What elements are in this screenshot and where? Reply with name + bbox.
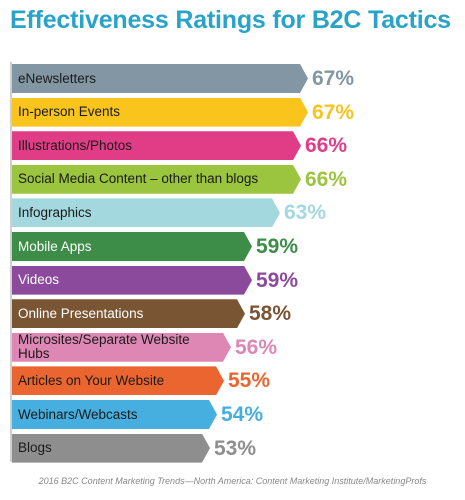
- value-label: 63%: [284, 201, 327, 225]
- bar-label: Articles on Your Website: [18, 372, 165, 388]
- chart-title: Effectiveness Ratings for B2C Tactics: [10, 6, 451, 34]
- bar-label: Social Media Content – other than blogs: [18, 171, 259, 187]
- value-label: 55%: [228, 369, 271, 393]
- chart-axis-line: [10, 62, 12, 462]
- bar-6: Mobile Apps: [12, 232, 252, 261]
- bar-3: Illustrations/Photos: [12, 131, 301, 160]
- bar-1: eNewsletters: [12, 64, 308, 93]
- bar-8: Online Presentations: [12, 299, 245, 328]
- bar-11: Webinars/Webcasts: [12, 400, 217, 429]
- bar-label: In-person Events: [18, 104, 121, 120]
- bar-label: Online Presentations: [18, 305, 144, 321]
- bar-5: Infographics: [12, 198, 280, 227]
- value-label: 67%: [312, 67, 355, 90]
- bar-label: Blogs: [18, 440, 52, 456]
- value-label: 56%: [235, 335, 278, 359]
- bar-4: Social Media Content – other than blogs: [12, 165, 301, 194]
- value-label: 67%: [312, 100, 355, 124]
- bar-label: Videos: [18, 272, 60, 288]
- bar-2: In-person Events: [12, 98, 308, 127]
- value-label: 66%: [305, 134, 348, 158]
- bar-10: Articles on Your Website: [12, 366, 224, 395]
- bar-label: eNewsletters: [18, 70, 97, 86]
- bar-label: Microsites/Separate Website Hubs: [18, 332, 190, 362]
- bar-label: Mobile Apps: [18, 238, 92, 254]
- bar-label: Infographics: [18, 204, 92, 220]
- bar-label: Illustrations/Photos: [18, 137, 133, 153]
- bar-12: Blogs: [12, 434, 210, 463]
- value-label: 53%: [214, 436, 257, 460]
- value-label: 59%: [256, 268, 299, 292]
- bar-7: Videos: [12, 266, 252, 295]
- bar-label: Webinars/Webcasts: [18, 406, 138, 422]
- value-label: 58%: [249, 302, 292, 326]
- value-label: 66%: [305, 167, 348, 191]
- value-label: 54%: [221, 403, 264, 426]
- source-footer: 2016 B2C Content Marketing Trends—North …: [38, 476, 427, 486]
- bar-9: Microsites/Separate Website Hubs: [12, 333, 231, 362]
- value-label: 59%: [256, 235, 299, 258]
